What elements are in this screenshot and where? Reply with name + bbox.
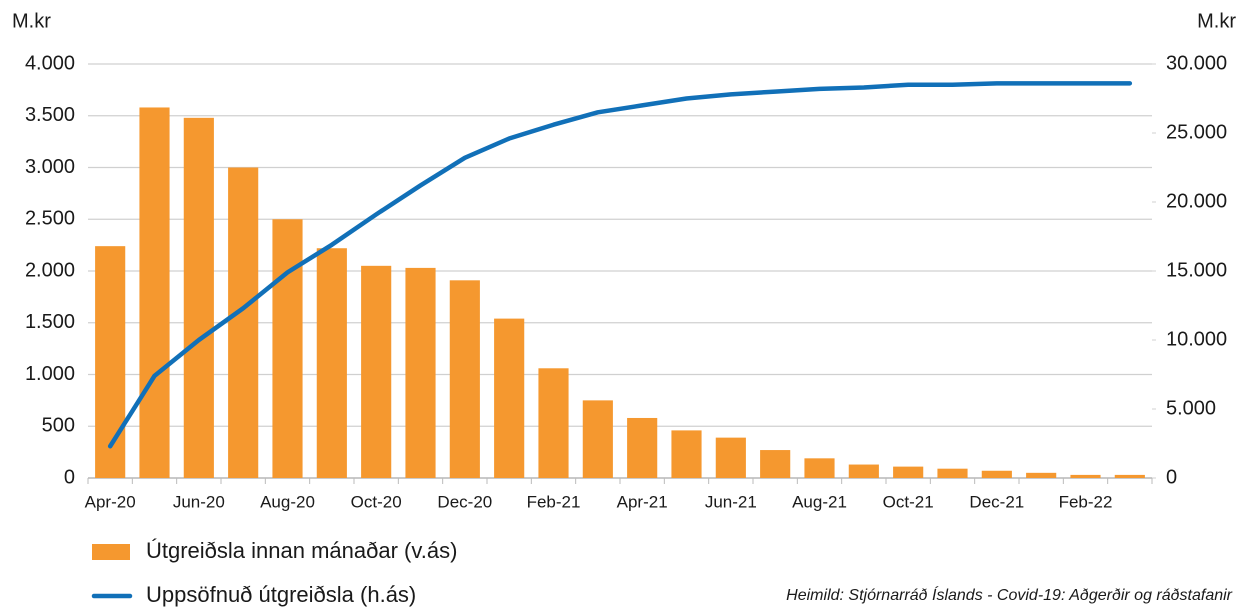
bar	[228, 167, 259, 478]
bar	[405, 267, 436, 478]
x-tick-label: Jun-20	[173, 492, 225, 511]
bar	[316, 248, 347, 478]
x-tick-label: Feb-21	[527, 492, 581, 511]
legend-swatch	[92, 544, 130, 560]
bar	[139, 107, 170, 478]
bar	[494, 318, 525, 478]
y2-axis-label: M.kr	[1197, 10, 1236, 32]
y2-tick-label: 0	[1166, 466, 1177, 488]
bar	[981, 470, 1012, 478]
y2-tick-label: 10.000	[1166, 328, 1227, 350]
x-tick-label: Apr-21	[617, 492, 668, 511]
bar	[893, 466, 924, 478]
y-tick-label: 3.500	[25, 104, 75, 126]
y-tick-label: 1.000	[25, 363, 75, 385]
y-tick-label: 4.000	[25, 52, 75, 74]
line	[107, 81, 1133, 449]
bar	[848, 464, 879, 478]
x-tick-label: Jun-21	[705, 492, 757, 511]
y-tick-label: 1.500	[25, 311, 75, 333]
bar	[538, 368, 569, 478]
bar	[361, 265, 392, 478]
x-tick-label: Feb-22	[1059, 492, 1113, 511]
x-tick-label: Dec-20	[437, 492, 492, 511]
y2-tick-label: 30.000	[1166, 52, 1227, 74]
y2-tick-label: 15.000	[1166, 259, 1227, 281]
x-tick-label: Aug-21	[792, 492, 847, 511]
bar	[183, 117, 214, 478]
legend-label: Uppsöfnuð útgreiðsla (h.ás)	[146, 582, 416, 607]
bar	[804, 458, 835, 478]
x-tick-label: Oct-21	[883, 492, 934, 511]
bar	[715, 437, 746, 478]
source: Heimild: Stjórnarráð Íslands - Covid-19:…	[786, 585, 1233, 604]
x-tick-label: Dec-21	[969, 492, 1024, 511]
y2-tick-label: 25.000	[1166, 121, 1227, 143]
y-tick-label: 3.000	[25, 156, 75, 178]
bar	[671, 430, 702, 478]
bar	[627, 417, 658, 478]
y2-tick-label: 5.000	[1166, 397, 1216, 419]
bar	[760, 450, 791, 478]
y2-tick-label: 20.000	[1166, 190, 1227, 212]
bar	[1070, 474, 1101, 478]
y-axis-label: M.kr	[12, 10, 51, 32]
y-tick-label: 2.000	[25, 259, 75, 281]
bar	[937, 468, 968, 478]
x-tick-label: Apr-20	[85, 492, 136, 511]
bar	[1114, 474, 1145, 478]
bar	[272, 219, 303, 478]
legend-label: Útgreiðsla innan mánaðar (v.ás)	[146, 538, 457, 563]
bar	[95, 246, 126, 478]
bar	[1026, 472, 1057, 478]
bar	[449, 280, 480, 478]
x-tick-label: Aug-20	[260, 492, 315, 511]
y-tick-label: 500	[42, 415, 75, 437]
bar	[582, 400, 613, 478]
y-tick-label: 2.500	[25, 208, 75, 230]
x-tick-label: Oct-20	[351, 492, 402, 511]
y-tick-label: 0	[64, 466, 75, 488]
